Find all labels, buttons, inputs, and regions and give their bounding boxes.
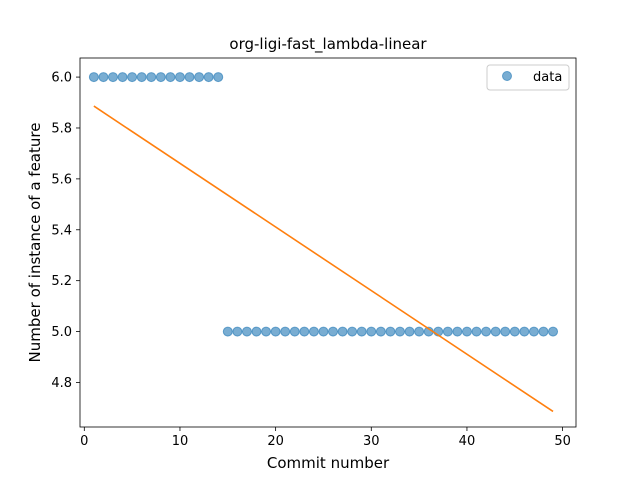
data-point xyxy=(549,327,558,336)
data-point xyxy=(99,73,108,82)
data-point xyxy=(472,327,481,336)
data-point xyxy=(290,327,299,336)
y-tick-label: 5.4 xyxy=(51,223,72,238)
data-point xyxy=(281,327,290,336)
y-tick-label: 5.8 xyxy=(51,121,72,136)
y-axis-label: Number of instance of a feature xyxy=(26,123,44,363)
data-point xyxy=(357,327,366,336)
data-point xyxy=(501,327,510,336)
y-tick-label: 5.0 xyxy=(51,325,72,340)
axes-frame xyxy=(80,58,576,427)
data-point xyxy=(166,73,175,82)
legend: data xyxy=(487,65,569,90)
data-point xyxy=(118,73,127,82)
y-tick-label: 6.0 xyxy=(51,71,72,86)
data-point xyxy=(491,327,500,336)
data-point xyxy=(195,73,204,82)
data-point xyxy=(453,327,462,336)
chart-title: org-ligi-fast_lambda-linear xyxy=(229,35,427,54)
data-point xyxy=(252,327,261,336)
data-point xyxy=(338,327,347,336)
data-point xyxy=(156,73,165,82)
fit-line xyxy=(94,106,553,411)
y-tick-label: 5.2 xyxy=(51,274,72,289)
data-point xyxy=(367,327,376,336)
x-tick-label: 10 xyxy=(172,434,189,449)
x-tick-label: 20 xyxy=(267,434,284,449)
x-axis-label: Commit number xyxy=(267,454,390,472)
data-point xyxy=(262,327,271,336)
data-point xyxy=(415,327,424,336)
data-point xyxy=(319,327,328,336)
data-point xyxy=(462,327,471,336)
legend-label: data xyxy=(533,70,562,85)
data-point xyxy=(395,327,404,336)
data-point xyxy=(147,73,156,82)
data-point xyxy=(204,73,213,82)
data-point xyxy=(89,73,98,82)
data-point xyxy=(137,73,146,82)
data-point xyxy=(233,327,242,336)
plot-area xyxy=(89,73,557,412)
y-tick-label: 4.8 xyxy=(51,376,72,391)
data-point xyxy=(376,327,385,336)
x-tick-label: 30 xyxy=(363,434,380,449)
data-point xyxy=(128,73,137,82)
data-point xyxy=(482,327,491,336)
y-axis: 4.8 5.0 5.2 5.4 5.6 5.8 6.0 xyxy=(51,71,80,391)
data-point xyxy=(309,327,318,336)
x-tick-label: 50 xyxy=(554,434,571,449)
x-tick-label: 40 xyxy=(459,434,476,449)
data-point xyxy=(223,327,232,336)
data-point xyxy=(348,327,357,336)
data-point xyxy=(242,327,251,336)
data-point xyxy=(175,73,184,82)
data-point xyxy=(329,327,338,336)
data-point xyxy=(529,327,538,336)
data-point xyxy=(271,327,280,336)
data-point xyxy=(386,327,395,336)
data-point xyxy=(405,327,414,336)
data-point xyxy=(539,327,548,336)
x-tick-label: 0 xyxy=(80,434,88,449)
data-point xyxy=(214,73,223,82)
y-tick-label: 5.6 xyxy=(51,172,72,187)
data-point xyxy=(300,327,309,336)
data-point xyxy=(443,327,452,336)
data-point xyxy=(109,73,118,82)
data-point xyxy=(510,327,519,336)
x-axis: 0 10 20 30 40 50 xyxy=(80,427,571,449)
data-point xyxy=(520,327,529,336)
data-point xyxy=(185,73,194,82)
legend-marker xyxy=(503,72,512,81)
